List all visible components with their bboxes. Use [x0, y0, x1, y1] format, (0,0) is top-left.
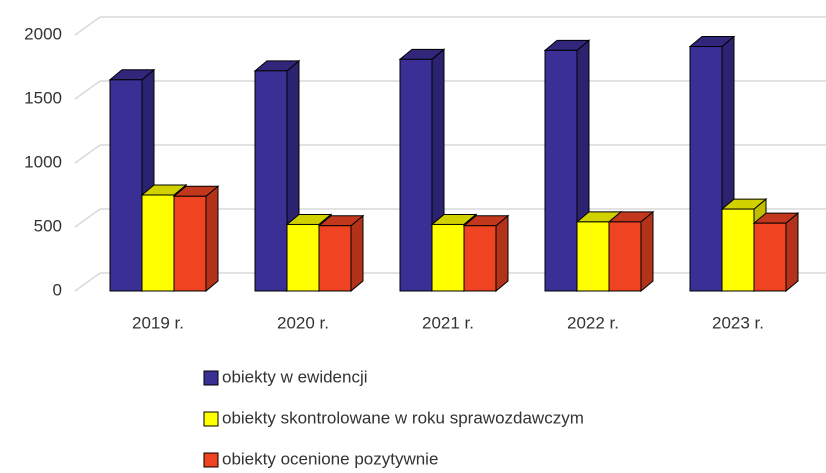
bar-side [350, 214, 364, 293]
x-tick-label: 2023 r. [712, 313, 764, 332]
bar-side [495, 214, 509, 293]
bar [173, 195, 207, 292]
y-tick-label: 0 [53, 280, 62, 299]
bar [608, 221, 642, 292]
bar [544, 49, 578, 292]
bar-side [205, 185, 219, 293]
x-tick-label: 2020 r. [277, 313, 329, 332]
grid-line [74, 16, 826, 36]
legend-label: obiekty ocenione pozytywnie [222, 449, 438, 468]
bar [689, 46, 723, 292]
y-tick-label: 1500 [24, 88, 62, 107]
x-tick-label: 2021 r. [422, 313, 474, 332]
y-tick-label: 500 [34, 216, 62, 235]
bar [109, 79, 143, 292]
legend-swatch [203, 370, 219, 386]
bar [576, 221, 610, 292]
y-tick-label: 1000 [24, 152, 62, 171]
bar [431, 223, 465, 292]
legend-label: obiekty w ewidencji [222, 367, 368, 386]
bar [286, 223, 320, 292]
bar [721, 208, 755, 292]
bar [254, 70, 288, 292]
bar [753, 222, 787, 292]
bar [463, 225, 497, 292]
y-tick-label: 2000 [24, 24, 62, 43]
x-tick-label: 2022 r. [567, 313, 619, 332]
bar [318, 225, 352, 292]
legend-label: obiekty skontrolowane w roku sprawozdawc… [222, 408, 584, 427]
legend-swatch [203, 452, 219, 468]
bar [399, 58, 433, 292]
bar [141, 194, 175, 292]
bar-side [640, 210, 654, 293]
bar-side [785, 212, 799, 293]
legend-swatch [203, 411, 219, 427]
x-tick-label: 2019 r. [132, 313, 184, 332]
